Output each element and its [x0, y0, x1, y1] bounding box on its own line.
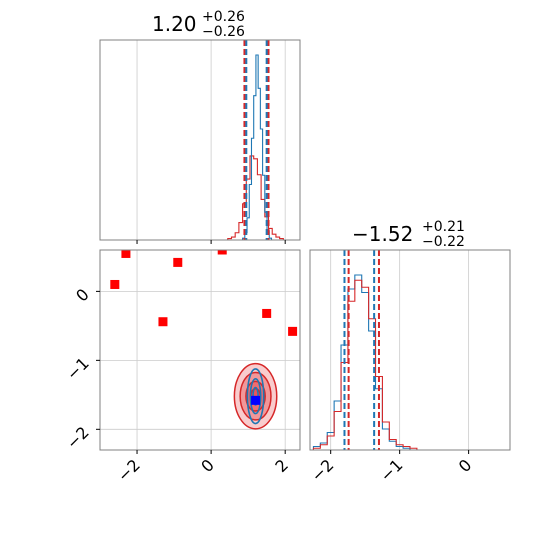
- panel-frame-param1: [99, 39, 301, 241]
- y-tick-label-param2: −2: [63, 423, 93, 453]
- quantile-lines-layer: [243, 40, 380, 450]
- panel-frame-param2: [309, 249, 511, 451]
- frame-layer: [99, 39, 511, 451]
- contour-blue: [246, 368, 265, 425]
- x-tick-label-param1: 0: [197, 455, 218, 476]
- histogram-param2-blue: [312, 274, 417, 451]
- title-param1-sub: −0.26: [202, 24, 245, 40]
- x-tick-label-param1: −2: [114, 455, 144, 485]
- marker-red: [173, 257, 183, 267]
- title-param2-sub: −0.22: [422, 234, 465, 250]
- title-param2: −1.52: [352, 222, 413, 246]
- marker-red: [110, 279, 120, 289]
- marker-red: [217, 250, 227, 255]
- title-param2-sup: +0.21: [422, 219, 465, 235]
- panel-frame-2d: [99, 249, 301, 451]
- x-tick-label-param1: 2: [271, 455, 292, 476]
- x-tick-label-param2: −2: [307, 455, 337, 485]
- x-tick-label-param2: 0: [455, 455, 476, 476]
- histogram-param1-red: [227, 155, 284, 240]
- contour-blue: [249, 378, 262, 415]
- marker-blue: [251, 395, 261, 405]
- marker-layer: [110, 250, 298, 405]
- title-param1-sup: +0.26: [202, 9, 245, 25]
- marker-red: [158, 317, 168, 327]
- title-param1: 1.20: [152, 12, 197, 36]
- marker-red: [262, 308, 272, 318]
- title-param1-value: 1.20: [152, 12, 197, 36]
- y-tick-label-param2: −1: [63, 354, 93, 384]
- title-param2-value: −1.52: [352, 222, 413, 246]
- histogram-param2-red: [312, 279, 418, 450]
- y-tick-label-param2: 0: [72, 285, 93, 306]
- grid-layer: [100, 40, 470, 450]
- x-tick-label-param2: −1: [376, 455, 406, 485]
- marker-red: [121, 250, 131, 258]
- marker-red: [288, 326, 298, 336]
